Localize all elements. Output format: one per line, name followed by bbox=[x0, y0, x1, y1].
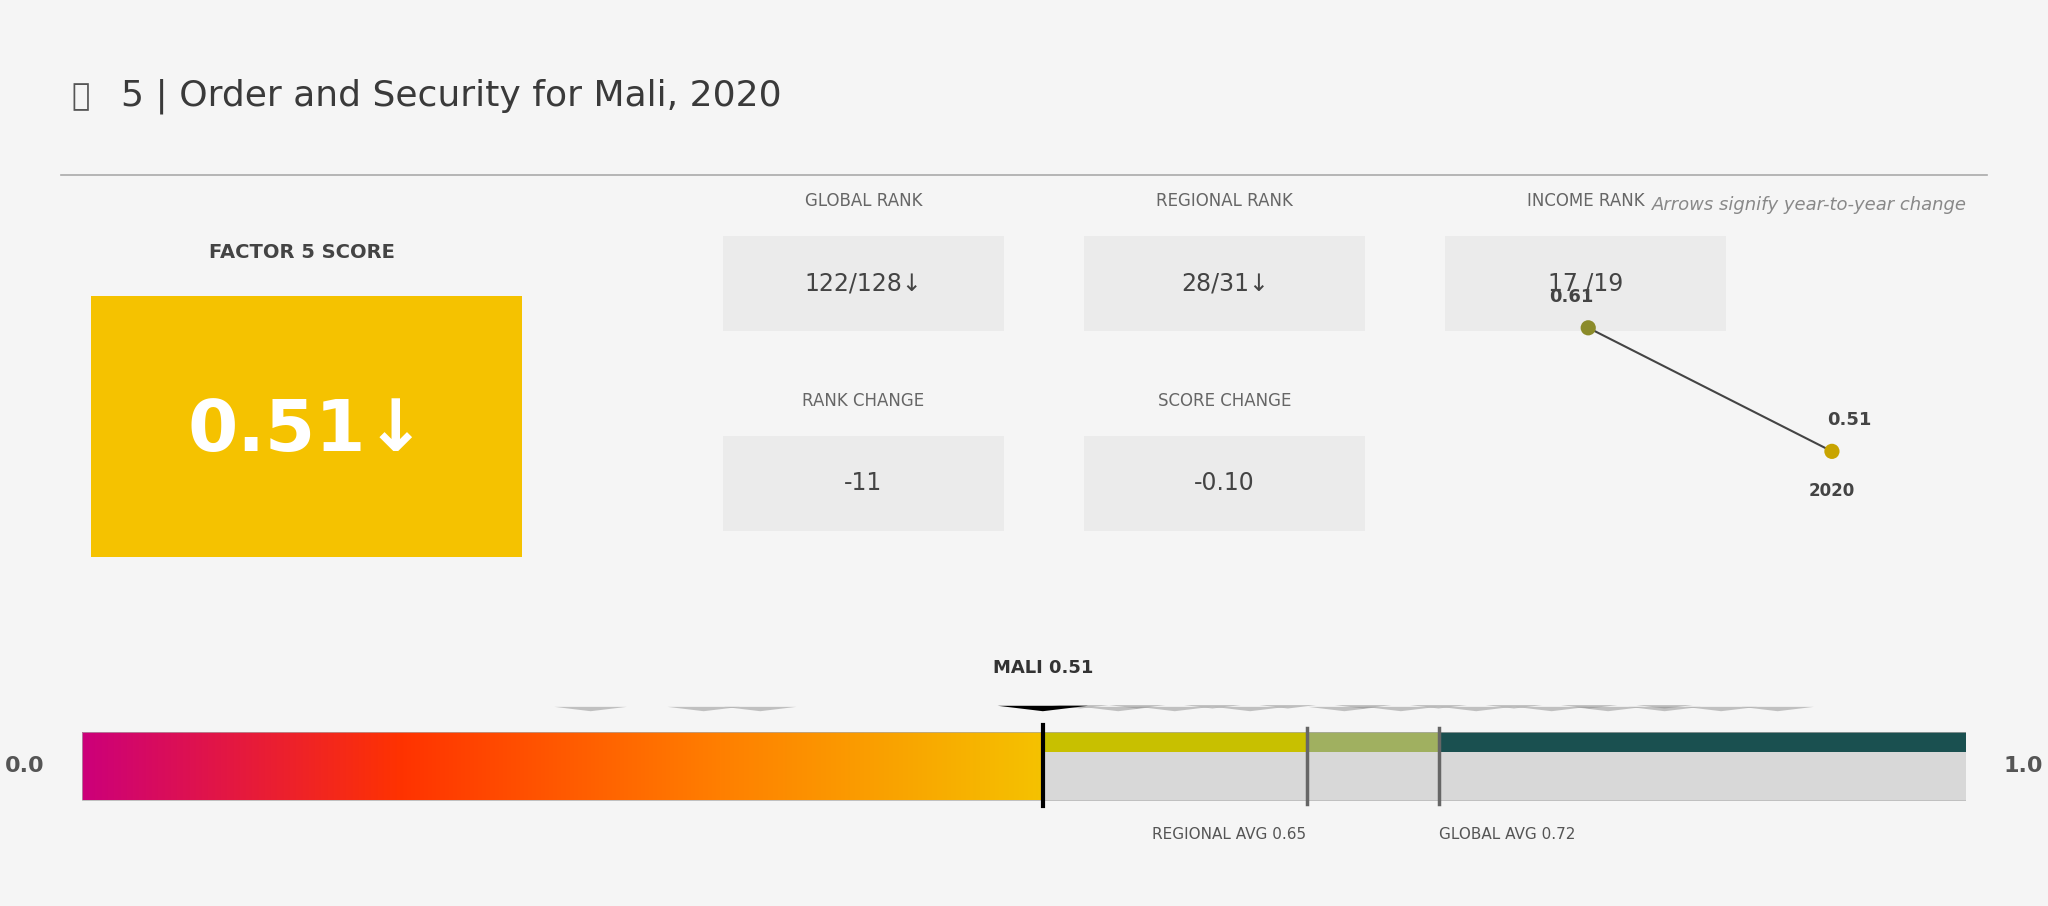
Polygon shape bbox=[1485, 705, 1542, 708]
Polygon shape bbox=[1561, 705, 1618, 708]
Polygon shape bbox=[1628, 707, 1700, 711]
Bar bbox=[1042, 732, 1307, 752]
Text: FACTOR 5 SCORE: FACTOR 5 SCORE bbox=[209, 244, 395, 263]
Text: 28/31↓: 28/31↓ bbox=[1182, 272, 1268, 295]
Polygon shape bbox=[1260, 705, 1317, 708]
Polygon shape bbox=[1573, 707, 1645, 711]
Text: 0.61: 0.61 bbox=[1548, 287, 1593, 305]
FancyBboxPatch shape bbox=[723, 436, 1004, 531]
Polygon shape bbox=[1686, 707, 1757, 711]
Bar bbox=[1438, 732, 1966, 752]
Text: REGIONAL RANK: REGIONAL RANK bbox=[1157, 192, 1292, 210]
Polygon shape bbox=[1516, 707, 1587, 711]
Text: SCORE CHANGE: SCORE CHANGE bbox=[1157, 391, 1292, 410]
FancyBboxPatch shape bbox=[1083, 236, 1366, 332]
Text: REGIONAL AVG 0.65: REGIONAL AVG 0.65 bbox=[1153, 826, 1307, 842]
Text: Arrows signify year-to-year change: Arrows signify year-to-year change bbox=[1653, 196, 1968, 214]
Polygon shape bbox=[997, 706, 1087, 711]
Polygon shape bbox=[1364, 707, 1438, 711]
FancyBboxPatch shape bbox=[1083, 436, 1366, 531]
Text: 0.0: 0.0 bbox=[4, 756, 45, 776]
Polygon shape bbox=[1108, 705, 1165, 708]
Text: 5 | Order and Security for Mali, 2020: 5 | Order and Security for Mali, 2020 bbox=[121, 79, 782, 114]
Polygon shape bbox=[1309, 707, 1380, 711]
Text: 2020: 2020 bbox=[1808, 482, 1855, 500]
Polygon shape bbox=[1741, 707, 1815, 711]
Text: 17 /19: 17 /19 bbox=[1548, 272, 1624, 295]
Polygon shape bbox=[1139, 707, 1210, 711]
Point bbox=[1817, 444, 1849, 458]
Polygon shape bbox=[1053, 705, 1108, 708]
Point bbox=[1573, 321, 1606, 335]
Polygon shape bbox=[555, 707, 627, 711]
Text: 0.51↓: 0.51↓ bbox=[188, 397, 426, 466]
Polygon shape bbox=[1636, 705, 1694, 708]
Text: 1.0: 1.0 bbox=[2003, 756, 2044, 776]
Text: -0.10: -0.10 bbox=[1194, 471, 1255, 496]
Text: GLOBAL AVG 0.72: GLOBAL AVG 0.72 bbox=[1438, 826, 1575, 842]
Text: MALI 0.51: MALI 0.51 bbox=[993, 660, 1094, 678]
Text: RANK CHANGE: RANK CHANGE bbox=[803, 391, 924, 410]
Text: 122/128↓: 122/128↓ bbox=[805, 272, 922, 295]
FancyBboxPatch shape bbox=[1446, 236, 1726, 332]
Polygon shape bbox=[1411, 705, 1466, 708]
Text: GLOBAL RANK: GLOBAL RANK bbox=[805, 192, 922, 210]
FancyBboxPatch shape bbox=[90, 296, 522, 557]
Polygon shape bbox=[1184, 705, 1241, 708]
Text: 🔒: 🔒 bbox=[72, 82, 90, 111]
Polygon shape bbox=[668, 707, 739, 711]
Bar bbox=[82, 732, 1966, 800]
Bar bbox=[1042, 732, 1966, 800]
Polygon shape bbox=[1335, 705, 1391, 708]
FancyBboxPatch shape bbox=[723, 236, 1004, 332]
Text: -11: -11 bbox=[844, 471, 883, 496]
Polygon shape bbox=[1440, 707, 1511, 711]
Bar bbox=[1307, 732, 1438, 752]
Polygon shape bbox=[725, 707, 797, 711]
Text: INCOME RANK: INCOME RANK bbox=[1528, 192, 1645, 210]
Polygon shape bbox=[1214, 707, 1286, 711]
Polygon shape bbox=[1081, 707, 1155, 711]
Text: 0.51: 0.51 bbox=[1827, 411, 1872, 429]
